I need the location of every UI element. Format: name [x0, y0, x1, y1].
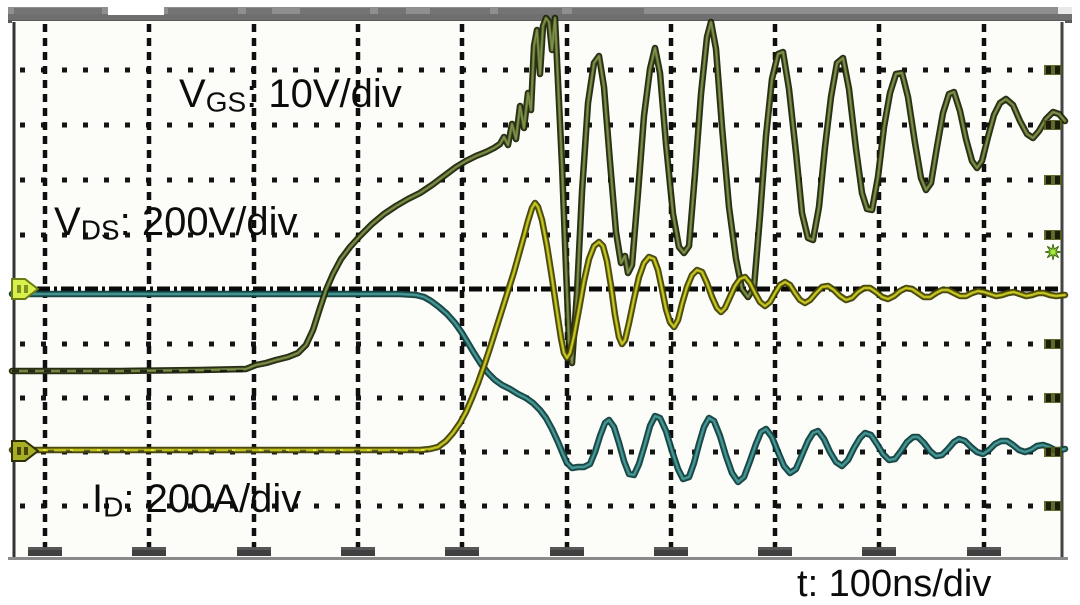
trigger-star-marker: [1044, 243, 1062, 261]
bottom-tick-labels: [28, 547, 1001, 556]
baseline-noise: [12, 369, 428, 453]
id-trace: [8, 199, 1069, 454]
top-bar-notch: [108, 7, 164, 15]
right-edge-markers: [1044, 65, 1062, 511]
top-bar-segment: [246, 8, 272, 14]
top-bar-segment: [168, 8, 238, 14]
top-bar-segment: [300, 8, 370, 14]
top-bar-segment: [572, 8, 644, 14]
top-bar-endcap: [1058, 7, 1072, 14]
window-top-bar: [8, 7, 1072, 21]
top-bar-segment: [378, 8, 406, 14]
top-bar-segment: [430, 8, 490, 14]
time-scale-label: t: 100ns/div: [797, 563, 992, 605]
id-scale-label: ID: 200A/div: [92, 477, 302, 523]
vds-channel-marker: [11, 278, 40, 300]
vgs-trace: [8, 14, 1069, 375]
vgs-scale-label: VGS: 10V/div: [179, 72, 402, 118]
id-channel-marker: [11, 440, 40, 462]
vds-scale-label: VDS: 200V/div: [54, 200, 298, 246]
top-bar-lower-strip: [8, 14, 1072, 21]
top-bar-segment: [14, 8, 102, 14]
vds-trace: [8, 290, 1069, 486]
top-bar-segment: [498, 8, 562, 14]
